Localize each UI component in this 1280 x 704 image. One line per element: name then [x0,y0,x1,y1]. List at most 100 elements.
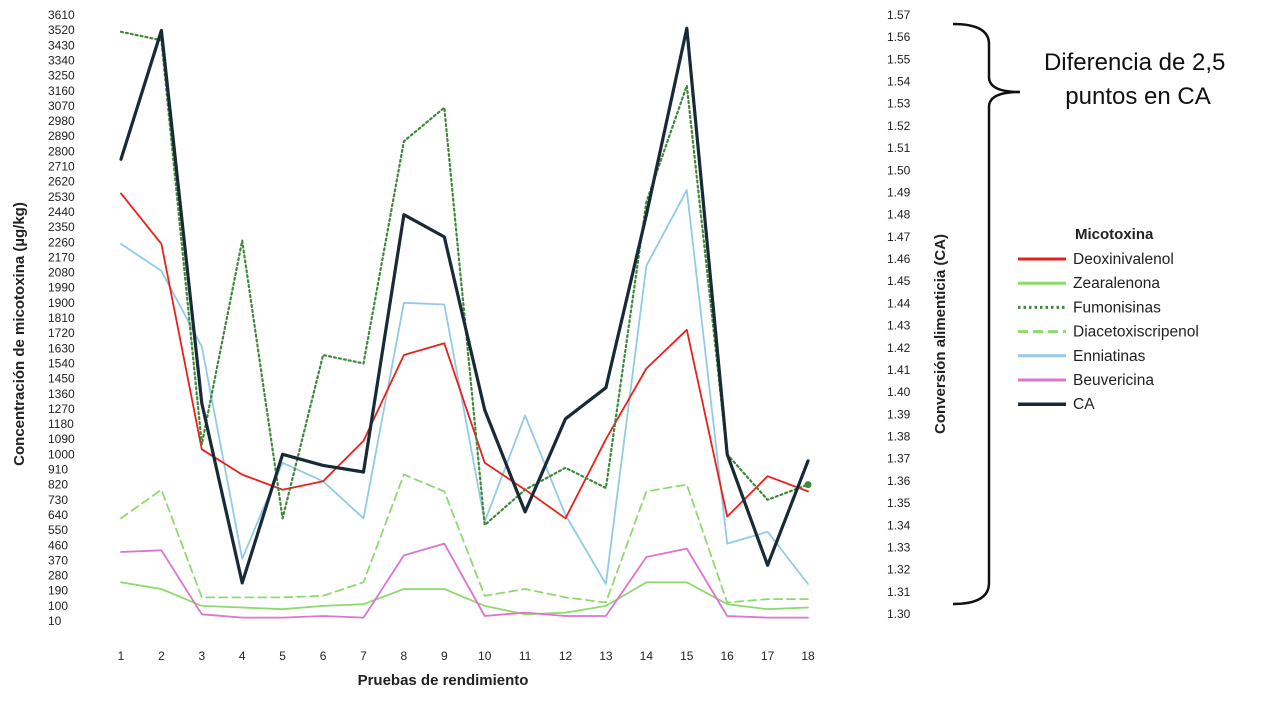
x-tick-label: 1 [118,649,125,663]
x-tick-label: 5 [279,649,286,663]
legend-label: CA [1073,396,1095,413]
x-tick-label: 6 [320,649,327,663]
y-tick-label: 1360 [48,387,75,401]
y2-tick-label: 1.44 [887,296,911,310]
y-tick-label: 3340 [48,53,75,67]
y2-tick-label: 1.53 [887,97,911,111]
y-tick-label: 2800 [48,144,75,158]
annotation-brace [952,22,1021,606]
right-axis-ticks: 1.57 1.56 1.55 1.54 1.53 1.52 1.51 1.50 1.49 1.48… [887,8,911,621]
y-tick-label: 1090 [48,432,75,446]
x-tick-label: 12 [559,649,573,663]
legend: Micotoxina Deoxinivalenol Zearalenona Fumo… [1018,226,1199,413]
y2-axis-title: Conversión alimenticia (CA) [932,234,949,434]
y2-tick-label: 1.34 [887,518,911,532]
y2-tick-label: 1.57 [887,8,911,22]
y2-tick-label: 1.39 [887,407,911,421]
x-tick-label: 3 [198,649,205,663]
y2-tick-label: 1.38 [887,430,911,444]
y-tick-label: 2890 [48,129,75,143]
x-tick-label: 18 [801,649,815,663]
series-line-fumonisinas [119,30,810,527]
y2-tick-label: 1.40 [887,385,911,399]
y-tick-label: 2260 [48,235,75,249]
x-axis-ticks: 1 2 3 4 5 6 7 8 9 10 11 12 13 14 15 16 17 18 [118,649,815,663]
y-tick-label: 2620 [48,175,75,189]
series-line-zearalenona [120,581,809,616]
y2-tick-label: 1.41 [887,363,911,377]
x-tick-label: 7 [360,649,367,663]
y-tick-label: 1630 [48,341,75,355]
y-tick-label: 1990 [48,281,75,295]
y-tick-label: 2710 [48,160,75,174]
y-tick-label: 100 [48,599,68,613]
y-tick-label: 2530 [48,190,75,204]
y-tick-label: 2980 [48,114,75,128]
x-tick-label: 14 [640,649,654,663]
x-tick-label: 9 [441,649,448,663]
y-tick-label: 460 [48,538,68,552]
y2-tick-label: 1.48 [887,208,911,222]
y-tick-label: 550 [48,523,68,537]
y-tick-label: 3610 [48,8,75,22]
y-tick-label: 1000 [48,447,75,461]
y-tick-label: 3070 [48,99,75,113]
y2-tick-label: 1.51 [887,141,911,155]
legend-label: Deoxinivalenol [1073,251,1174,268]
series-line-enniatinas [120,189,809,585]
y2-tick-label: 1.47 [887,230,911,244]
annotation-text: Diferencia de 2,5 puntos en CA [1044,49,1232,110]
x-axis-title: Pruebas de rendimiento [358,672,529,689]
legend-label: Zearalenona [1073,275,1160,292]
series-end-marker [804,481,812,489]
y-tick-label: 2440 [48,205,75,219]
y2-tick-label: 1.55 [887,52,911,66]
y2-tick-label: 1.42 [887,341,911,355]
legend-label: Fumonisinas [1073,299,1161,316]
y2-tick-label: 1.43 [887,319,911,333]
x-tick-label: 8 [401,649,408,663]
x-tick-label: 17 [761,649,775,663]
y-tick-label: 3430 [48,38,75,52]
series-line-beuvericina [120,542,809,619]
y-tick-label: 2080 [48,266,75,280]
annotation-line-1: Diferencia de 2,5 [1044,49,1225,76]
y-tick-label: 640 [48,508,68,522]
y-tick-label: 370 [48,553,68,567]
y2-tick-label: 1.32 [887,563,911,577]
legend-label: Beuvericina [1073,372,1154,389]
y-tick-label: 2350 [48,220,75,234]
y2-tick-label: 1.50 [887,163,911,177]
y-axis-title: Concentración de micotoxina (µg/kg) [11,202,28,466]
y2-tick-label: 1.37 [887,452,911,466]
x-tick-label: 2 [158,649,165,663]
annotation-line-2: puntos en CA [1065,83,1210,110]
series-layer [119,26,812,619]
y2-tick-label: 1.54 [887,75,911,89]
y2-tick-label: 1.36 [887,474,911,488]
y2-tick-label: 1.35 [887,496,911,510]
y2-tick-label: 1.33 [887,540,911,554]
y-tick-label: 1450 [48,372,75,386]
x-tick-label: 15 [680,649,694,663]
y-tick-label: 3160 [48,84,75,98]
x-tick-label: 10 [478,649,492,663]
y2-tick-label: 1.56 [887,30,911,44]
y2-tick-label: 1.31 [887,585,911,599]
legend-label: Diacetoxiscripenol [1073,324,1199,341]
series-line-deoxinivalenol [120,192,809,520]
y-tick-label: 1810 [48,311,75,325]
x-tick-label: 16 [720,649,734,663]
y-tick-label: 190 [48,584,68,598]
legend-items: Deoxinivalenol Zearalenona Fumonisinas Diac… [1018,251,1199,413]
y-tick-label: 910 [48,463,68,477]
y-tick-label: 280 [48,569,68,583]
y-tick-label: 10 [48,614,62,628]
series-line-ca [119,26,810,585]
y-tick-label: 1540 [48,356,75,370]
y-tick-label: 730 [48,493,68,507]
y2-tick-label: 1.45 [887,274,911,288]
y2-tick-label: 1.49 [887,185,911,199]
